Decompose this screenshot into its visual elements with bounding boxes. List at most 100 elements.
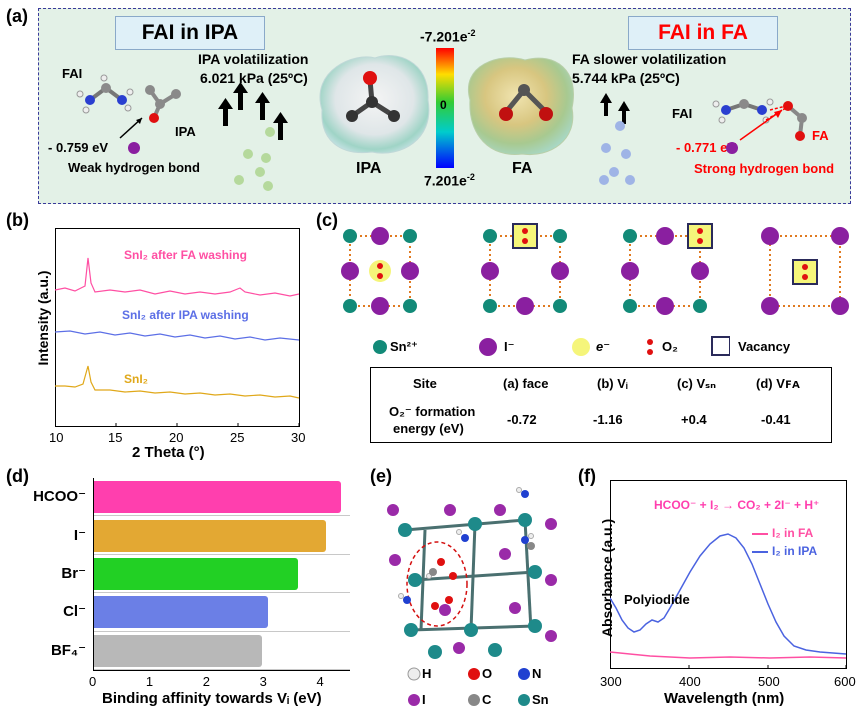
legend-n: N: [532, 666, 542, 681]
bar-category-label: I⁻: [73, 526, 86, 544]
electron-icon: [572, 338, 590, 356]
uv-legend-ipa: I₂ in IPA: [772, 544, 818, 558]
fai-molecule-right: [712, 98, 774, 124]
bar-xtick-label: 3: [259, 674, 267, 689]
xrd-xlabel: 2 Theta (°): [132, 444, 205, 461]
legend-h: H: [422, 666, 432, 681]
uv-vis-plot: [610, 480, 847, 669]
table-header-vi: (b) Vᵢ: [597, 376, 628, 391]
energy-right: - 0.771 eV: [676, 140, 736, 155]
vacancy-icon: [711, 336, 730, 356]
bar-xtick-label: 0: [89, 674, 97, 689]
ipa-volatilization: IPA volatilization: [198, 51, 309, 67]
vapor-arrows-left: [218, 82, 288, 140]
esp-colorbar: [436, 48, 454, 168]
xrd-xtick-10: 10: [49, 430, 64, 445]
uv-legend-line-fa: [752, 533, 768, 535]
uv-legend-line-ipa: [752, 551, 768, 553]
i-atom-icon: [408, 694, 420, 706]
legend-vacancy: Vacancy: [738, 339, 791, 354]
xrd-xtick-15: 15: [108, 430, 123, 445]
bar-3: [94, 596, 268, 629]
bar-xtick-label: 4: [316, 674, 324, 689]
fa-volatilization: FA slower volatilization: [572, 51, 727, 67]
uv-xtick-300: 300: [600, 674, 622, 689]
legend-o2: O₂: [662, 339, 678, 354]
ipa-small-label: IPA: [175, 124, 196, 139]
fai-molecule-left: [76, 74, 140, 154]
fai-in-ipa-title: FAI in IPA: [115, 16, 265, 50]
weak-bond-label: Weak hydrogen bond: [68, 160, 200, 175]
uv-trace-ipa: [610, 533, 847, 655]
xrd-xtick-20: 20: [169, 430, 184, 445]
xrd-xticks: [55, 423, 300, 427]
panel-f-label: (f): [578, 466, 596, 486]
panel-a-left-graphics: [76, 74, 288, 191]
o-atom-icon: [468, 668, 480, 680]
table-header-face: (a) face: [503, 376, 549, 391]
structure-legend-icons: [407, 667, 530, 706]
bar-category-label: BF₄⁻: [50, 641, 86, 659]
iodide-icon: [479, 338, 497, 356]
vapor-arrows-right: [600, 93, 630, 124]
iodide-atom-left: [128, 142, 140, 154]
ipa-esp-label: IPA: [356, 160, 382, 177]
legend-sn: Sn²⁺: [390, 339, 418, 354]
energy-left: - 0.759 eV: [48, 140, 108, 155]
colorbar-mid-label: 0: [440, 98, 447, 112]
bar-2: [94, 558, 298, 590]
sn-icon: [373, 340, 387, 354]
bar-xtick-label: 1: [145, 674, 154, 689]
table-header-site: Site: [413, 376, 437, 391]
site-vi: [481, 223, 569, 315]
bar-1: [94, 519, 327, 552]
fai-label-right: FAI: [672, 106, 693, 121]
xrd-label-ipa: SnI₂ after IPA washing: [122, 308, 249, 322]
bar-category-label: HCOO⁻: [33, 488, 86, 506]
panel-d-label: (d): [6, 466, 29, 486]
panel-e-label: (e): [370, 466, 392, 486]
droplets-right: [599, 121, 635, 185]
formation-energy-table: Site (a) face (b) Vᵢ (c) Vₛₙ (d) Vꜰᴀ O₂⁻…: [370, 367, 832, 443]
bar-category-label: Br⁻: [61, 565, 86, 582]
table-header-vfa: (d) Vꜰᴀ: [756, 376, 800, 391]
binding-xlabel: Binding affinity towards Vᵢ (eV): [102, 690, 322, 707]
site-vfa: [761, 227, 849, 315]
table-row-label-2: energy (eV): [393, 421, 464, 436]
sn-atom-icon: [518, 694, 530, 706]
legend-i-atom: I: [422, 692, 426, 707]
bar-4: [94, 634, 262, 667]
n-atom-icon: [518, 668, 530, 680]
xrd-xtick-30: 30: [291, 430, 306, 445]
ipa-esp-map: [319, 54, 430, 154]
uv-reaction-title: HCOO⁻ + I₂ → CO₂ + 2I⁻ + H⁺: [654, 498, 820, 512]
dft-structure: [387, 487, 557, 659]
o2-icon: [647, 339, 653, 345]
strong-bond-label: Strong hydrogen bond: [694, 161, 835, 176]
colorbar-top-label: -7.201e-2: [420, 28, 476, 45]
iodide-atom-right: [726, 142, 738, 154]
esp-maps: [319, 48, 574, 168]
xrd-label-fa: SnI₂ after FA washing: [124, 248, 247, 262]
uv-xlabel: Wavelength (nm): [664, 690, 785, 707]
xrd-xtick-25: 25: [230, 430, 245, 445]
h-atom-icon: [407, 667, 421, 681]
xrd-trace-fa: [55, 257, 300, 297]
xrd-trace-sni2: [55, 365, 300, 399]
table-header-vsn: (c) Vₛₙ: [677, 376, 717, 391]
uv-xtick-600: 600: [834, 674, 856, 689]
table-value-vi: -1.16: [593, 412, 623, 427]
xrd-ylabel: Intensity (a.u.): [35, 270, 51, 366]
site-face: [341, 227, 419, 315]
site-vsn: [621, 223, 713, 315]
c-atom-icon: [468, 694, 480, 706]
legend-e: e⁻: [596, 339, 611, 354]
table-value-vsn: +0.4: [681, 412, 707, 427]
xrd-plot: [55, 228, 300, 427]
fa-esp-label: FA: [512, 160, 533, 177]
uv-trace-fa: [610, 651, 847, 659]
defect-diagrams: [341, 223, 849, 315]
legend-o: O: [482, 666, 493, 681]
legend-i: I⁻: [504, 339, 515, 354]
ipa-molecule-small: [145, 85, 181, 123]
